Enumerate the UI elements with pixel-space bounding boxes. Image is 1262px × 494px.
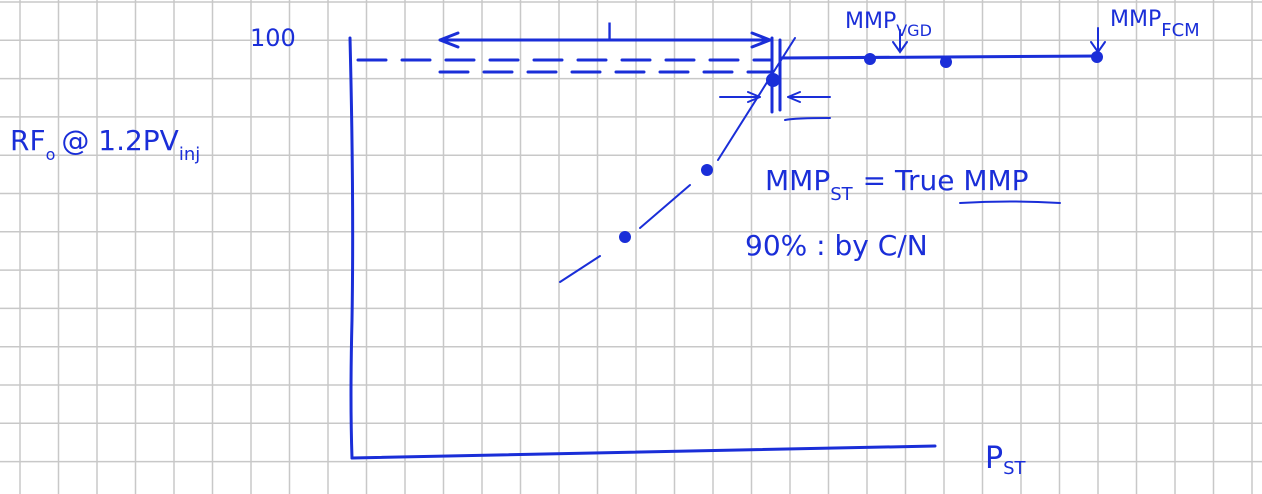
mmp-st-label: MMPST = True MMP xyxy=(765,164,1029,205)
data-point xyxy=(701,164,713,176)
x-axis xyxy=(352,446,935,458)
mmp-fcm-label: MMPFCM xyxy=(1110,7,1200,41)
mmp-vgd-label: MMPVGD xyxy=(845,9,932,40)
label-main: MMP xyxy=(845,9,896,34)
sketch: 100 I MMPVGD MMPFCM RFo@ 1.2PVinj MMPST=… xyxy=(0,0,1262,494)
tick-stroke xyxy=(785,118,830,120)
plateau-line xyxy=(780,56,1100,58)
data-point xyxy=(619,231,631,243)
y-axis xyxy=(350,38,353,458)
label-sub: ST xyxy=(830,184,853,205)
interval-label: I xyxy=(606,18,613,46)
data-point xyxy=(940,56,952,68)
label-sub: VGD xyxy=(896,21,932,40)
label-main: MMP xyxy=(1110,7,1161,32)
label-sub: o xyxy=(46,145,56,164)
label-main: RF xyxy=(10,124,46,157)
grid-paper xyxy=(0,0,1262,494)
data-point xyxy=(766,73,780,87)
label-main: MMP xyxy=(765,164,830,197)
label-rest: = True MMP xyxy=(863,164,1029,197)
label-sub: inj xyxy=(179,144,200,165)
label-main: P xyxy=(985,441,1003,476)
label-sub: FCM xyxy=(1161,20,1199,41)
note: 90% : by C/N xyxy=(745,229,928,262)
y-top-label: 100 xyxy=(250,24,296,52)
tolerance-arrows xyxy=(720,92,830,102)
data-point xyxy=(1091,51,1103,63)
underline xyxy=(960,202,1060,204)
data-point xyxy=(864,53,876,65)
interval-arrow xyxy=(440,33,770,47)
label-sub: ST xyxy=(1003,458,1026,479)
label-rest: @ 1.2PV xyxy=(61,124,178,157)
y-axis-label: RFo @ 1.2PVinj xyxy=(10,124,200,165)
